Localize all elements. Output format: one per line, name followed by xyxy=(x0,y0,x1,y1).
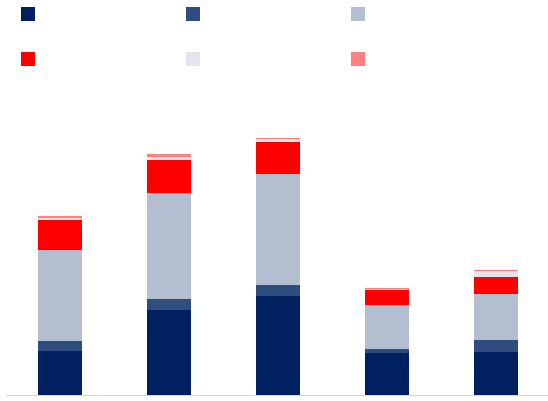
bar-segment-3-series-1 xyxy=(256,296,300,395)
bar-segment-1-series-3 xyxy=(38,250,82,341)
legend-swatch-series-1 xyxy=(21,7,35,21)
bar-segment-2-series-6 xyxy=(147,154,191,157)
bar-segment-5-series-3 xyxy=(474,294,518,340)
bar-segment-3-series-3 xyxy=(256,174,300,285)
bar-segment-3-series-2 xyxy=(256,285,300,296)
legend-item-series-6 xyxy=(351,52,373,66)
legend-swatch-series-5 xyxy=(186,52,200,66)
bar-segment-2-series-4 xyxy=(147,160,191,193)
bar-segment-2-series-1 xyxy=(147,310,191,395)
bar-segment-4-series-3 xyxy=(365,305,409,349)
legend-item-series-1 xyxy=(21,7,43,21)
legend-swatch-series-3 xyxy=(351,7,365,21)
bar-segment-4-series-5 xyxy=(365,289,409,290)
legend-swatch-series-6 xyxy=(351,52,365,66)
legend-item-series-4 xyxy=(21,52,43,66)
bar-segment-4-series-6 xyxy=(365,288,409,289)
bar-segment-4-series-1 xyxy=(365,353,409,395)
bar-segment-5-series-6 xyxy=(474,270,518,271)
bar-segment-5-series-4 xyxy=(474,277,518,294)
bar-segment-3-series-6 xyxy=(256,138,300,139)
legend-swatch-series-2 xyxy=(186,7,200,21)
bar-segment-4-series-2 xyxy=(365,349,409,353)
bar-segment-2-series-5 xyxy=(147,157,191,160)
bar-segment-3-series-5 xyxy=(256,139,300,142)
legend-swatch-series-4 xyxy=(21,52,35,66)
bar-area xyxy=(38,138,518,395)
bar-segment-1-series-6 xyxy=(38,216,82,218)
bar-segment-2-series-2 xyxy=(147,299,191,310)
legend-item-series-2 xyxy=(186,7,208,21)
bar-segment-3-series-4 xyxy=(256,142,300,174)
bar-segment-5-series-1 xyxy=(474,352,518,395)
bar-segment-1-series-2 xyxy=(38,341,82,351)
bar-segment-2-series-3 xyxy=(147,193,191,299)
bar-segment-5-series-2 xyxy=(474,340,518,352)
bar-segment-5-series-5 xyxy=(474,271,518,277)
legend-item-series-5 xyxy=(186,52,208,66)
legend-item-series-3 xyxy=(351,7,373,21)
bar-segment-4-series-4 xyxy=(365,290,409,305)
bar-segment-1-series-4 xyxy=(38,220,82,250)
bar-segment-1-series-1 xyxy=(38,351,82,395)
bar-segment-1-series-5 xyxy=(38,218,82,220)
